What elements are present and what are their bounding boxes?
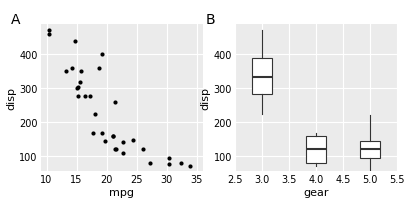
Text: A: A [11, 13, 21, 27]
Bar [306, 136, 326, 163]
Bar [360, 141, 380, 158]
Point [112, 101, 118, 104]
Point [69, 67, 76, 70]
Point [187, 164, 193, 167]
Point [120, 152, 126, 155]
Text: B: B [206, 13, 215, 27]
Point [139, 148, 146, 151]
Point [46, 33, 52, 36]
Point [109, 134, 116, 137]
Point [130, 139, 136, 142]
Point [102, 139, 108, 143]
Point [98, 53, 105, 57]
Point [120, 141, 126, 144]
Point [112, 147, 118, 151]
Point [75, 86, 81, 89]
Point [112, 148, 119, 151]
Point [82, 95, 88, 99]
Point [87, 95, 94, 99]
Point [92, 112, 98, 116]
Bar [252, 58, 272, 95]
Point [75, 95, 81, 99]
Y-axis label: disp: disp [201, 86, 211, 109]
Point [166, 156, 172, 160]
Point [147, 162, 153, 165]
Point [63, 70, 70, 73]
Y-axis label: disp: disp [6, 86, 17, 109]
Point [73, 87, 80, 90]
X-axis label: mpg: mpg [109, 187, 134, 197]
Point [96, 67, 102, 70]
Point [76, 81, 83, 84]
Point [90, 132, 96, 135]
Point [98, 132, 105, 135]
Point [109, 134, 116, 137]
X-axis label: gear: gear [303, 187, 328, 197]
Point [46, 29, 52, 32]
Point [78, 70, 85, 73]
Point [178, 162, 184, 165]
Point [71, 40, 78, 43]
Point [166, 163, 172, 166]
